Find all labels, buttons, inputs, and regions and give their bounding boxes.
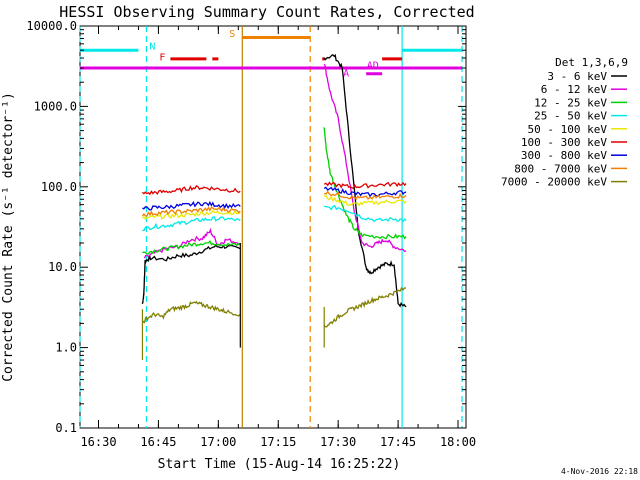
legend-label: 12 - 25 keV	[534, 96, 607, 109]
series-line	[142, 209, 241, 220]
series-300-800keV	[142, 186, 407, 211]
y-tick-label: 1.0	[55, 341, 77, 355]
flag-label: F	[159, 53, 165, 64]
series-line	[142, 300, 241, 324]
series-100-300keV	[141, 181, 407, 196]
flag-label: AD	[367, 61, 379, 72]
y-axis-label: Corrected Count Rate (s⁻¹ detector⁻¹)	[1, 92, 16, 382]
legend-header: Det 1,3,6,9	[555, 56, 628, 69]
legend-label: 50 - 100 keV	[528, 123, 608, 136]
series-line	[324, 204, 407, 223]
timestamp: 4-Nov-2016 22:18	[561, 467, 638, 476]
chart-title: HESSI Observing Summary Count Rates, Cor…	[59, 3, 474, 21]
x-tick-label: 18:00	[440, 435, 476, 449]
legend-label: 3 - 6 keV	[547, 70, 607, 83]
series-line	[142, 216, 241, 232]
series-7000-20000keV	[142, 286, 407, 328]
series-line	[143, 227, 241, 259]
x-axis-label: Start Time (15-Aug-14 16:25:22)	[158, 457, 401, 472]
series-line	[141, 185, 241, 196]
legend-label: 800 - 7000 keV	[514, 162, 607, 175]
series-line	[141, 206, 241, 217]
series-50-100keV	[142, 195, 407, 220]
legend-label: 7000 - 20000 keV	[501, 176, 607, 189]
vertical-markers	[79, 26, 463, 428]
legend-label: 300 - 800 keV	[521, 149, 607, 162]
series-line	[323, 53, 407, 308]
y-tick-label: 10.0	[48, 260, 77, 274]
x-tick-label: 17:30	[320, 435, 356, 449]
legend-label: 100 - 300 keV	[521, 136, 607, 149]
x-tick-label: 17:00	[200, 435, 236, 449]
series-25-50keV	[142, 204, 407, 232]
series-lines	[141, 53, 407, 361]
y-tick-label: 10000.0	[26, 19, 77, 33]
series-line	[142, 240, 241, 255]
series-800-7000keV	[141, 190, 407, 217]
series-line	[142, 200, 241, 211]
x-tick-label: 16:45	[140, 435, 176, 449]
series-3-6keV	[141, 53, 407, 308]
x-tick-label: 16:30	[80, 435, 116, 449]
axis-ticks: 10000.0 1000.0 100.0 10.0 1.0 0.116:30 16:45 17…	[26, 19, 476, 449]
legend-label: 6 - 12 keV	[541, 83, 608, 96]
series-6-12keV	[143, 63, 407, 259]
series-line	[323, 181, 407, 189]
flag-label: N	[149, 42, 155, 53]
series-line	[324, 195, 407, 207]
y-tick-label: 100.0	[41, 180, 77, 194]
series-line	[141, 244, 241, 304]
x-tick-label: 17:45	[380, 435, 416, 449]
series-12-25keV	[142, 127, 407, 255]
y-tick-label: 1000.0	[34, 99, 77, 113]
flag-label: A	[343, 69, 349, 80]
y-tick-label: 0.1	[55, 421, 77, 435]
plot-area: NF S A AD 10000.0 1000.0 100.0 10.0 1.0 0.116:30…	[26, 19, 476, 449]
plot-frame	[79, 25, 467, 429]
flag-label: S	[229, 29, 235, 40]
series-line	[323, 286, 407, 328]
x-tick-label: 17:15	[260, 435, 296, 449]
legend-label: 25 - 50 keV	[534, 110, 607, 123]
series-line	[323, 63, 407, 253]
series-line	[323, 186, 407, 198]
flag-bars: NF S A AD	[80, 29, 463, 80]
series-line	[323, 190, 407, 201]
series-line	[323, 127, 407, 240]
